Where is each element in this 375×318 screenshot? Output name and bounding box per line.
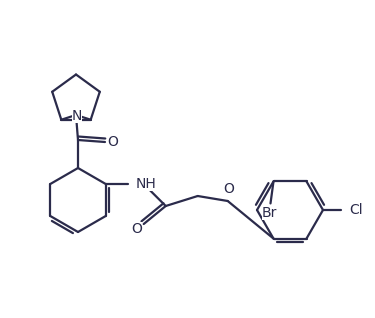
Text: O: O xyxy=(108,135,118,149)
Text: NH: NH xyxy=(136,177,156,191)
Text: N: N xyxy=(72,109,82,123)
Text: O: O xyxy=(223,182,234,196)
Text: O: O xyxy=(131,222,142,236)
Text: Cl: Cl xyxy=(349,203,363,217)
Text: Br: Br xyxy=(262,206,277,220)
